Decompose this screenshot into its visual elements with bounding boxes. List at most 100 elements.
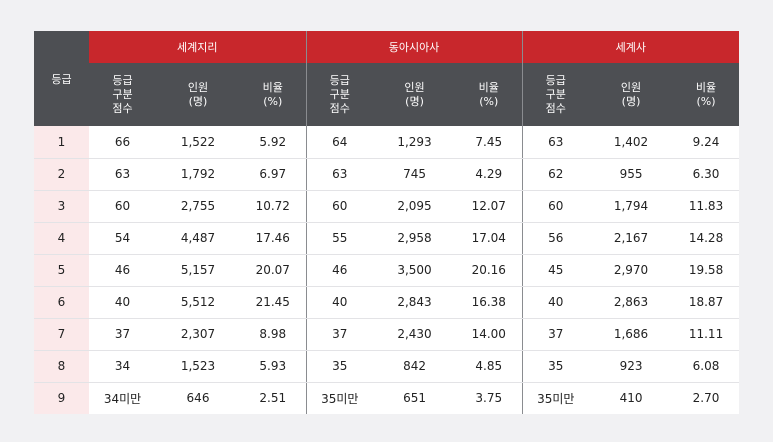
cut-score-cell: 60 xyxy=(305,190,374,223)
header-line: (명) xyxy=(405,94,424,108)
table-row: 3 60 2,755 10.72 60 2,095 12.07 60 1,794 11.83 xyxy=(34,190,740,223)
table-row: 8 34 1,523 5.93 35 842 4.85 35 923 6.08 xyxy=(34,350,740,383)
ratio-cell: 17.46 xyxy=(240,222,307,255)
headcount-cell: 1,686 xyxy=(589,318,674,351)
headcount-cell: 923 xyxy=(589,350,674,383)
header-line: 비율 xyxy=(695,80,717,94)
ratio-cell: 8.98 xyxy=(240,318,307,351)
cut-score-cell: 35 xyxy=(305,350,374,383)
cut-score-cell: 56 xyxy=(521,222,590,255)
header-line: 인원 xyxy=(620,80,642,94)
cut-score-header: 등급 구분 점수 xyxy=(305,63,374,126)
cut-score-header: 등급 구분 점수 xyxy=(89,63,156,126)
ratio-cell: 16.38 xyxy=(456,286,523,319)
ratio-cell: 2.51 xyxy=(240,382,307,414)
headcount-cell: 2,095 xyxy=(373,190,457,223)
header-line: (%) xyxy=(479,94,499,108)
subject-header-world-geography: 세계지리 xyxy=(89,31,307,63)
grade-cell: 4 xyxy=(34,222,89,255)
ratio-cell: 4.85 xyxy=(456,350,523,383)
headcount-cell: 842 xyxy=(373,350,457,383)
grade-cell: 5 xyxy=(34,254,89,287)
ratio-header: 비율 (%) xyxy=(240,63,307,126)
cut-score-cell: 66 xyxy=(89,126,156,159)
table-row: 7 37 2,307 8.98 37 2,430 14.00 37 1,686 11.11 xyxy=(34,318,740,351)
cut-score-cell: 64 xyxy=(305,126,374,159)
grade-cell: 3 xyxy=(34,190,89,223)
headcount-header: 인원 (명) xyxy=(589,63,674,126)
cut-score-cell: 60 xyxy=(89,190,156,223)
subject-header-world-history: 세계사 xyxy=(521,31,740,63)
ratio-cell: 11.83 xyxy=(673,190,740,223)
cut-score-cell: 46 xyxy=(305,254,374,287)
grade-cell: 8 xyxy=(34,350,89,383)
ratio-cell: 20.16 xyxy=(456,254,523,287)
headcount-cell: 2,970 xyxy=(589,254,674,287)
headcount-cell: 5,512 xyxy=(156,286,240,319)
ratio-cell: 14.00 xyxy=(456,318,523,351)
headcount-cell: 2,755 xyxy=(156,190,240,223)
header-line: 점수 xyxy=(112,101,133,115)
headcount-cell: 745 xyxy=(373,158,457,191)
cut-score-cell: 63 xyxy=(89,158,156,191)
ratio-cell: 19.58 xyxy=(673,254,740,287)
ratio-header: 비율 (%) xyxy=(456,63,523,126)
subject-header-east-asian-history: 동아시아사 xyxy=(305,31,523,63)
table-row: 4 54 4,487 17.46 55 2,958 17.04 56 2,167 14.28 xyxy=(34,222,740,255)
grade-cell: 6 xyxy=(34,286,89,319)
headcount-cell: 955 xyxy=(589,158,674,191)
table-row: 5 46 5,157 20.07 46 3,500 20.16 45 2,970 19.58 xyxy=(34,254,740,287)
header-line: 인원 xyxy=(187,80,209,94)
cut-score-cell: 63 xyxy=(305,158,374,191)
header-line: 등급 xyxy=(329,73,350,87)
grade-distribution-table: 등급 세계지리 동아시아사 세계사 등급 구분 점수 인원 (명) 비율 (%) 등급 구분 점수… xyxy=(34,31,740,414)
ratio-cell: 14.28 xyxy=(673,222,740,255)
headcount-header: 인원 (명) xyxy=(373,63,457,126)
table-body: 1 66 1,522 5.92 64 1,293 7.45 63 1,402 9.24 2 63 1,7… xyxy=(34,126,740,414)
subject-header-row: 등급 세계지리 동아시아사 세계사 xyxy=(34,31,740,126)
cut-score-cell: 54 xyxy=(89,222,156,255)
headcount-cell: 410 xyxy=(589,382,674,414)
headcount-cell: 646 xyxy=(156,382,240,414)
cut-score-cell: 40 xyxy=(305,286,374,319)
table-row: 1 66 1,522 5.92 64 1,293 7.45 63 1,402 9.24 xyxy=(34,126,740,159)
ratio-cell: 6.97 xyxy=(240,158,307,191)
ratio-cell: 2.70 xyxy=(673,382,740,414)
cut-score-cell: 55 xyxy=(305,222,374,255)
header-line: 구분 xyxy=(545,87,566,101)
headcount-cell: 3,500 xyxy=(373,254,457,287)
headcount-cell: 2,307 xyxy=(156,318,240,351)
table-row: 2 63 1,792 6.97 63 745 4.29 62 955 6.30 xyxy=(34,158,740,191)
ratio-cell: 12.07 xyxy=(456,190,523,223)
headcount-cell: 2,167 xyxy=(589,222,674,255)
ratio-cell: 5.93 xyxy=(240,350,307,383)
cut-score-cell: 35미만 xyxy=(521,382,590,414)
header-line: 등급 xyxy=(545,73,566,87)
header-line: 인원 xyxy=(404,80,425,94)
ratio-cell: 6.30 xyxy=(673,158,740,191)
ratio-cell: 10.72 xyxy=(240,190,307,223)
header-line: 비율 xyxy=(262,80,283,94)
cut-score-cell: 40 xyxy=(89,286,156,319)
headcount-cell: 1,794 xyxy=(589,190,674,223)
header-line: 구분 xyxy=(329,87,350,101)
ratio-cell: 5.92 xyxy=(240,126,307,159)
cut-score-cell: 37 xyxy=(521,318,590,351)
table-row: 6 40 5,512 21.45 40 2,843 16.38 40 2,863 18.87 xyxy=(34,286,740,319)
header-line: 점수 xyxy=(329,101,350,115)
cut-score-header: 등급 구분 점수 xyxy=(521,63,590,126)
ratio-cell: 20.07 xyxy=(240,254,307,287)
headcount-header: 인원 (명) xyxy=(156,63,240,126)
header-line: (%) xyxy=(263,94,283,108)
headcount-cell: 1,293 xyxy=(373,126,457,159)
header-line: 점수 xyxy=(545,101,566,115)
header-line: (%) xyxy=(696,94,716,108)
header-line: 비율 xyxy=(478,80,499,94)
header-line: (명) xyxy=(188,94,208,108)
ratio-cell: 7.45 xyxy=(456,126,523,159)
ratio-cell: 6.08 xyxy=(673,350,740,383)
cut-score-cell: 45 xyxy=(521,254,590,287)
cut-score-cell: 40 xyxy=(521,286,590,319)
cut-score-cell: 60 xyxy=(521,190,590,223)
grade-cell: 2 xyxy=(34,158,89,191)
